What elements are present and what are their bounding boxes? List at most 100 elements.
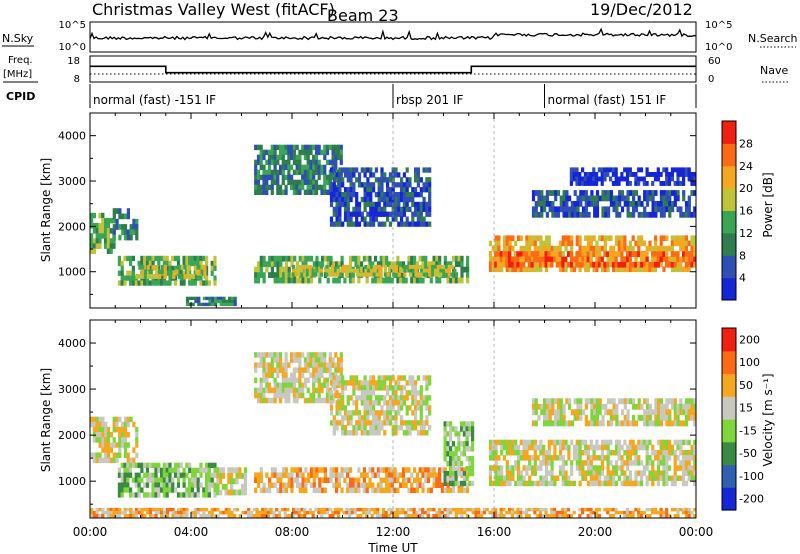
echo-cell bbox=[279, 266, 283, 273]
echo-cell bbox=[543, 206, 547, 213]
echo-cell bbox=[179, 492, 183, 498]
echo-cell bbox=[227, 478, 231, 485]
echo-cell bbox=[295, 357, 299, 363]
echo-cell bbox=[123, 467, 127, 473]
echo-cell bbox=[668, 190, 672, 196]
echo-cell bbox=[323, 357, 327, 363]
echo-cell bbox=[334, 144, 338, 151]
echo-cell bbox=[275, 514, 279, 518]
echo-cell bbox=[516, 465, 521, 471]
echo-cell bbox=[301, 477, 305, 483]
echo-cell bbox=[312, 184, 316, 191]
echo-cell bbox=[648, 414, 652, 421]
echo-cell bbox=[422, 268, 426, 273]
echo-cell bbox=[670, 167, 674, 173]
echo-cell bbox=[254, 367, 258, 373]
echo-cell bbox=[519, 439, 523, 446]
echo-cell bbox=[332, 192, 336, 198]
echo-cell bbox=[524, 507, 529, 512]
echo-cell bbox=[117, 482, 121, 488]
echo-cell bbox=[488, 266, 493, 273]
echo-cell bbox=[329, 221, 334, 227]
echo-cell bbox=[171, 270, 175, 276]
echo-cell bbox=[554, 398, 558, 405]
echo-cell bbox=[583, 181, 587, 186]
echo-cell bbox=[617, 251, 621, 257]
echo-cell bbox=[365, 277, 369, 284]
echo-cell bbox=[497, 465, 501, 471]
echo-cell bbox=[370, 507, 374, 512]
echo-cell bbox=[690, 176, 694, 182]
echo-cell bbox=[595, 172, 599, 177]
echo-cell bbox=[637, 398, 641, 405]
echo-cell bbox=[199, 467, 203, 473]
echo-cell bbox=[449, 436, 453, 442]
echo-cell bbox=[637, 403, 641, 410]
echo-cell bbox=[163, 264, 167, 270]
echo-cell bbox=[98, 416, 102, 423]
echo-cell bbox=[101, 447, 105, 453]
nsky-trace bbox=[89, 27, 697, 41]
echo-cell bbox=[369, 380, 373, 386]
echo-cell bbox=[598, 480, 602, 487]
echo-cell bbox=[306, 367, 310, 373]
echo-cell bbox=[586, 256, 590, 263]
echo-cell bbox=[432, 507, 436, 512]
echo-cell bbox=[659, 172, 663, 177]
echo-cell bbox=[284, 382, 288, 389]
echo-cell bbox=[295, 482, 300, 488]
echo-cell bbox=[148, 280, 152, 286]
echo-cell bbox=[227, 472, 231, 479]
echo-cell bbox=[360, 420, 364, 426]
echo-cell bbox=[391, 395, 395, 401]
echo-cell bbox=[182, 492, 186, 498]
echo-cell bbox=[693, 514, 697, 518]
echo-cell bbox=[233, 299, 237, 304]
echo-cell bbox=[325, 159, 330, 166]
echo-cell bbox=[386, 405, 390, 411]
echo-cell bbox=[165, 482, 169, 488]
echo-cell bbox=[298, 179, 302, 186]
echo-cell bbox=[693, 240, 697, 247]
echo-cell bbox=[193, 472, 197, 478]
echo-cell bbox=[126, 514, 130, 518]
echo-cell bbox=[157, 477, 161, 483]
echo-cell bbox=[460, 421, 464, 427]
echo-cell bbox=[494, 245, 498, 252]
echo-cell bbox=[339, 507, 343, 512]
echo-cell bbox=[572, 261, 577, 267]
echo-cell bbox=[109, 442, 113, 448]
echo-cell bbox=[528, 266, 532, 273]
echo-cell bbox=[654, 211, 658, 218]
echo-cell bbox=[101, 223, 105, 229]
echo-cell bbox=[205, 472, 209, 478]
echo-cell bbox=[542, 480, 546, 487]
echo-cell bbox=[488, 475, 493, 481]
echo-cell bbox=[606, 261, 610, 268]
echo-cell bbox=[454, 510, 458, 515]
echo-cell bbox=[169, 274, 173, 279]
echo-cell bbox=[362, 472, 366, 478]
echo-cell bbox=[522, 439, 526, 446]
echo-cell bbox=[547, 450, 551, 456]
echo-cell bbox=[548, 409, 552, 416]
echo-cell bbox=[346, 472, 350, 478]
echo-cell bbox=[435, 277, 439, 284]
echo-cell bbox=[550, 460, 554, 466]
echo-cell bbox=[471, 507, 475, 512]
echo-cell bbox=[394, 425, 398, 431]
echo-cell bbox=[620, 420, 625, 427]
echo-cell bbox=[333, 272, 337, 277]
echo-cell bbox=[364, 272, 368, 277]
echo-cell bbox=[298, 372, 302, 378]
colorbar-segment bbox=[722, 487, 736, 511]
echo-cell bbox=[196, 482, 200, 488]
echo-cell bbox=[188, 492, 192, 498]
echo-cell bbox=[376, 510, 380, 515]
echo-cell bbox=[163, 274, 167, 279]
echo-cell bbox=[402, 430, 406, 436]
echo-cell bbox=[210, 260, 214, 267]
echo-cell bbox=[303, 397, 307, 404]
echo-cell bbox=[396, 487, 400, 494]
echo-cell bbox=[190, 260, 195, 267]
